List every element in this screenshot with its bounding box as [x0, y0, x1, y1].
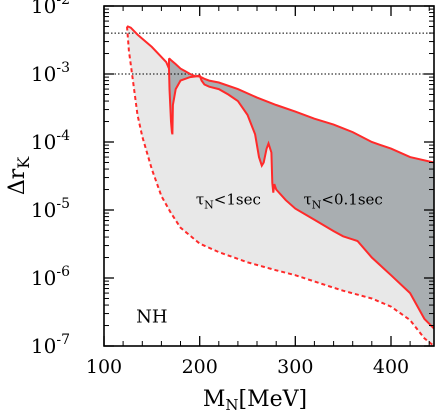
y-axis-ticks: 10-7 10-6 10-5 10-4 10-3 10-2	[31, 0, 434, 358]
y-tick-label: 10-5	[31, 196, 70, 222]
region-labels: τN<1sec τN<0.1sec NH	[136, 191, 383, 328]
reference-lines-layer	[104, 32, 434, 75]
boundary-light-lower-dashed	[126, 26, 434, 346]
x-tick-label: 400	[373, 356, 409, 378]
boundary-dark-upper	[168, 57, 434, 164]
boundary-light-upper	[127, 25, 434, 330]
x-axis-ticks: 100 200 300 400	[86, 6, 430, 378]
region-light-fill	[127, 26, 434, 346]
y-tick-label: 10-3	[31, 60, 70, 86]
region-dark-fill	[169, 58, 434, 329]
y-tick-label: 10-7	[31, 332, 70, 358]
region-label-2: τN<0.1sec	[303, 191, 382, 212]
x-tick-label: 300	[277, 356, 313, 378]
y-tick-label: 10-2	[31, 0, 70, 18]
y-tick-label: 10-6	[31, 264, 70, 290]
x-axis-label-text: MN[MeV]	[203, 387, 307, 414]
plot-frame	[103, 5, 435, 347]
annotation-label: NH	[136, 307, 167, 328]
y-tick-label: 10-4	[31, 128, 70, 154]
regions-layer	[127, 26, 434, 346]
y-axis-label: ΔrK	[5, 156, 33, 195]
x-tick-label: 200	[182, 356, 218, 378]
boundary-curves-layer	[126, 25, 434, 346]
region-label-1: τN<1sec	[196, 191, 261, 212]
x-tick-label: 100	[86, 356, 122, 378]
